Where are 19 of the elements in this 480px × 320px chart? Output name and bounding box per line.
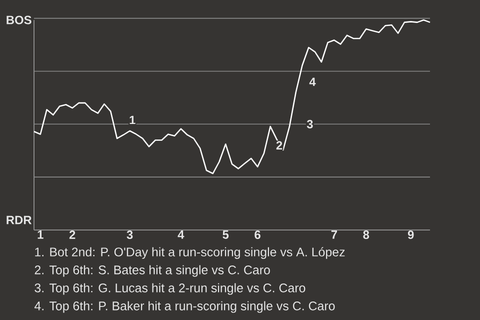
x-tick-label: 9 <box>408 230 414 239</box>
x-tick-label: 8 <box>363 230 370 239</box>
text: 1. Bot 2nd: P. O'Day hit a run-scoring single vs A. López <box>35 247 345 259</box>
x-tick-label: 2 <box>69 230 76 239</box>
x-tick-label: 6 <box>254 230 260 239</box>
x-tick-label: 3 <box>126 230 133 240</box>
annotation: 4 <box>309 78 316 86</box>
text: RDR <box>6 216 32 224</box>
x-tick-label: 7 <box>331 230 337 239</box>
annotation: 2 <box>276 141 282 150</box>
annotation: 3 <box>306 120 313 128</box>
x-tick-label: 4 <box>178 230 184 239</box>
text: 4. Top 6th: P. Baker hit a run-scoring single vs C. Caro <box>34 301 335 313</box>
text: 2. Top 6th: S. Bates hit a single vs C. Caro <box>34 265 270 277</box>
annotation: 1 <box>130 116 136 124</box>
x-tick-label: 5 <box>222 230 229 239</box>
x-tick-label: 1 <box>38 230 44 239</box>
text: BOS <box>6 16 32 24</box>
text: 3. Top 6th: G. Lucas hit a 2-run single vs C. Caro <box>34 283 306 295</box>
